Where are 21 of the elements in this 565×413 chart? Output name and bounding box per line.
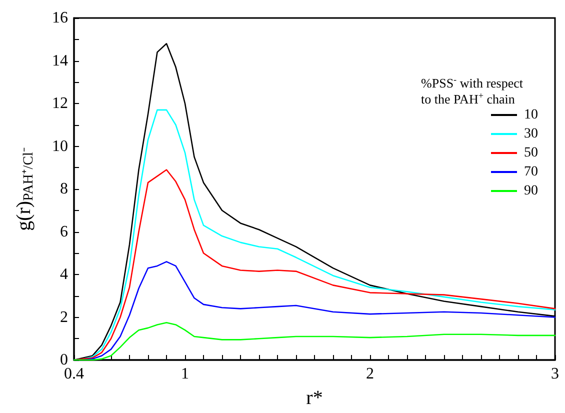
y-tick-label: 6 bbox=[60, 223, 68, 240]
y-tick-label: 16 bbox=[52, 10, 68, 26]
legend-label: 50 bbox=[524, 146, 538, 160]
y-axis-title: g(r)PAH⁺/Cl⁻ bbox=[13, 147, 36, 231]
y-tick-label: 4 bbox=[60, 266, 68, 283]
x-tick-label: 0.4 bbox=[64, 366, 84, 382]
x-tick-label: 3 bbox=[551, 366, 559, 382]
legend-label: 90 bbox=[524, 184, 538, 198]
legend-label: 30 bbox=[524, 126, 538, 142]
legend-label: 70 bbox=[524, 164, 538, 180]
y-tick-label: 14 bbox=[52, 52, 68, 70]
legend-label: 10 bbox=[524, 108, 538, 122]
y-tick-label: 8 bbox=[60, 180, 68, 198]
y-tick-label: 12 bbox=[52, 95, 68, 112]
x-tick-label: 1 bbox=[181, 366, 189, 382]
y-tick-label: 2 bbox=[60, 308, 68, 326]
x-axis-title: r* bbox=[306, 387, 323, 409]
x-tick-label: 2 bbox=[366, 366, 374, 382]
y-tick-label: 10 bbox=[52, 138, 68, 155]
y-tick-label: 0 bbox=[60, 352, 68, 368]
legend-title: %PSS- with respect to the PAH+ chain bbox=[421, 74, 524, 106]
